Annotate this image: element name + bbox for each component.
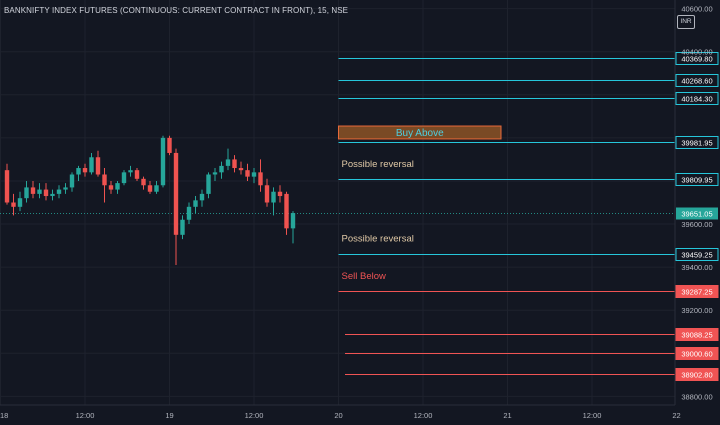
buy-above-box [338, 125, 502, 140]
candle-body [43, 189, 49, 197]
candle-body [206, 174, 211, 194]
level-price-tag [675, 248, 719, 261]
candle-body [141, 178, 146, 186]
level-price-tag [675, 136, 719, 149]
last-price-label: 39651.05 [681, 210, 712, 219]
candle-body [277, 191, 283, 197]
level-price-label: 39459.25 [681, 251, 712, 260]
candle-body [167, 137, 172, 153]
level-price-label: 39000.60 [681, 350, 712, 359]
y-tick-label: 39400.00 [681, 263, 712, 272]
candle-body [238, 168, 244, 171]
candle-body [284, 193, 289, 229]
level-price-label: 39088.25 [681, 331, 712, 340]
y-tick-label: 40600.00 [681, 5, 712, 14]
level-price-tag [675, 347, 719, 360]
candle-body [245, 170, 250, 177]
level-price-label: 39981.95 [681, 139, 712, 148]
candle-body [108, 185, 114, 190]
candle-body [115, 183, 120, 190]
candle-body [76, 168, 81, 175]
sell-below-label: Sell Below [342, 271, 386, 282]
y-tick-label: 39200.00 [681, 306, 712, 315]
horizontal-levels [0, 58, 675, 375]
candle-body [199, 193, 205, 201]
candle-body [186, 206, 192, 220]
candle-body [50, 193, 55, 197]
candle-body [37, 189, 42, 194]
time-axis[interactable]: 18 12:00 19 12:00 20 12:00 21 12:00 22 [0, 404, 681, 420]
candle-body [30, 187, 36, 194]
level-price-label: 40369.80 [681, 55, 712, 64]
candle-body [95, 157, 101, 175]
level-price-tag [675, 173, 719, 186]
candle-body [24, 187, 29, 199]
y-tick-label: 40400.00 [681, 48, 712, 57]
x-tick-label: 20 [334, 411, 342, 420]
candle-body [134, 170, 140, 179]
x-tick-label: 21 [503, 411, 511, 420]
candle-body [232, 159, 237, 169]
x-tick-label: 12:00 [414, 411, 433, 420]
candle-body [160, 137, 166, 186]
candle-body [128, 170, 133, 173]
candle-body [258, 172, 263, 186]
y-tick-label: 38800.00 [681, 392, 712, 401]
candle-body [290, 213, 296, 229]
candle-body [271, 191, 276, 203]
candle-body [17, 198, 23, 207]
candle-body [154, 185, 159, 192]
candle-body [56, 189, 62, 194]
price-axis[interactable]: 40369.80 40268.60 40184.30 39981.95 39809.95… [674, 0, 719, 405]
x-tick-label: 12:00 [245, 411, 264, 420]
x-tick-label: 18 [0, 411, 8, 420]
chart-title: BANKNIFTY INDEX FUTURES (CONTINUOUS: CUR… [4, 6, 349, 15]
candle-body [173, 152, 179, 235]
annotations: Buy Above Possible reversal Possible rever… [338, 125, 502, 282]
level-price-tag [675, 368, 719, 381]
level-price-tag [675, 92, 719, 105]
candle-body [4, 170, 10, 203]
candle-body [121, 172, 127, 184]
level-price-tag [675, 328, 719, 341]
x-tick-label: 12:00 [583, 411, 602, 420]
level-price-label: 40268.60 [681, 77, 712, 86]
possible-reversal-label: Possible reversal [342, 234, 414, 245]
level-price-label: 38902.80 [681, 371, 712, 380]
candle-body [147, 185, 153, 192]
candle-body [69, 174, 75, 188]
candle-body [102, 174, 107, 186]
candles [4, 135, 296, 265]
x-tick-label: 12:00 [76, 411, 95, 420]
level-price-tag [675, 52, 719, 65]
candle-body [251, 172, 257, 177]
x-tick-label: 19 [165, 411, 173, 420]
candle-body [212, 172, 218, 175]
candle-body [11, 202, 16, 207]
level-price-label: 40184.30 [681, 95, 712, 104]
level-price-tag [675, 74, 719, 87]
candle-body [180, 219, 185, 235]
level-price-tag [675, 285, 719, 298]
possible-reversal-label: Possible reversal [342, 159, 414, 170]
currency-badge[interactable]: INR [677, 15, 695, 29]
candle-body [264, 185, 270, 203]
buy-above-label: Buy Above [396, 128, 444, 139]
candle-body [82, 168, 88, 173]
candle-body [193, 200, 198, 207]
level-price-label: 39809.95 [681, 176, 712, 185]
candle-body [219, 165, 224, 173]
candle-body [225, 159, 231, 166]
last-price-tag [676, 207, 718, 220]
candle-body [89, 157, 94, 173]
grid-lines [0, 0, 675, 405]
level-price-label: 39287.25 [681, 288, 712, 297]
x-tick-label: 22 [672, 411, 680, 420]
y-tick-label: 39600.00 [681, 220, 712, 229]
candle-body [63, 187, 68, 190]
